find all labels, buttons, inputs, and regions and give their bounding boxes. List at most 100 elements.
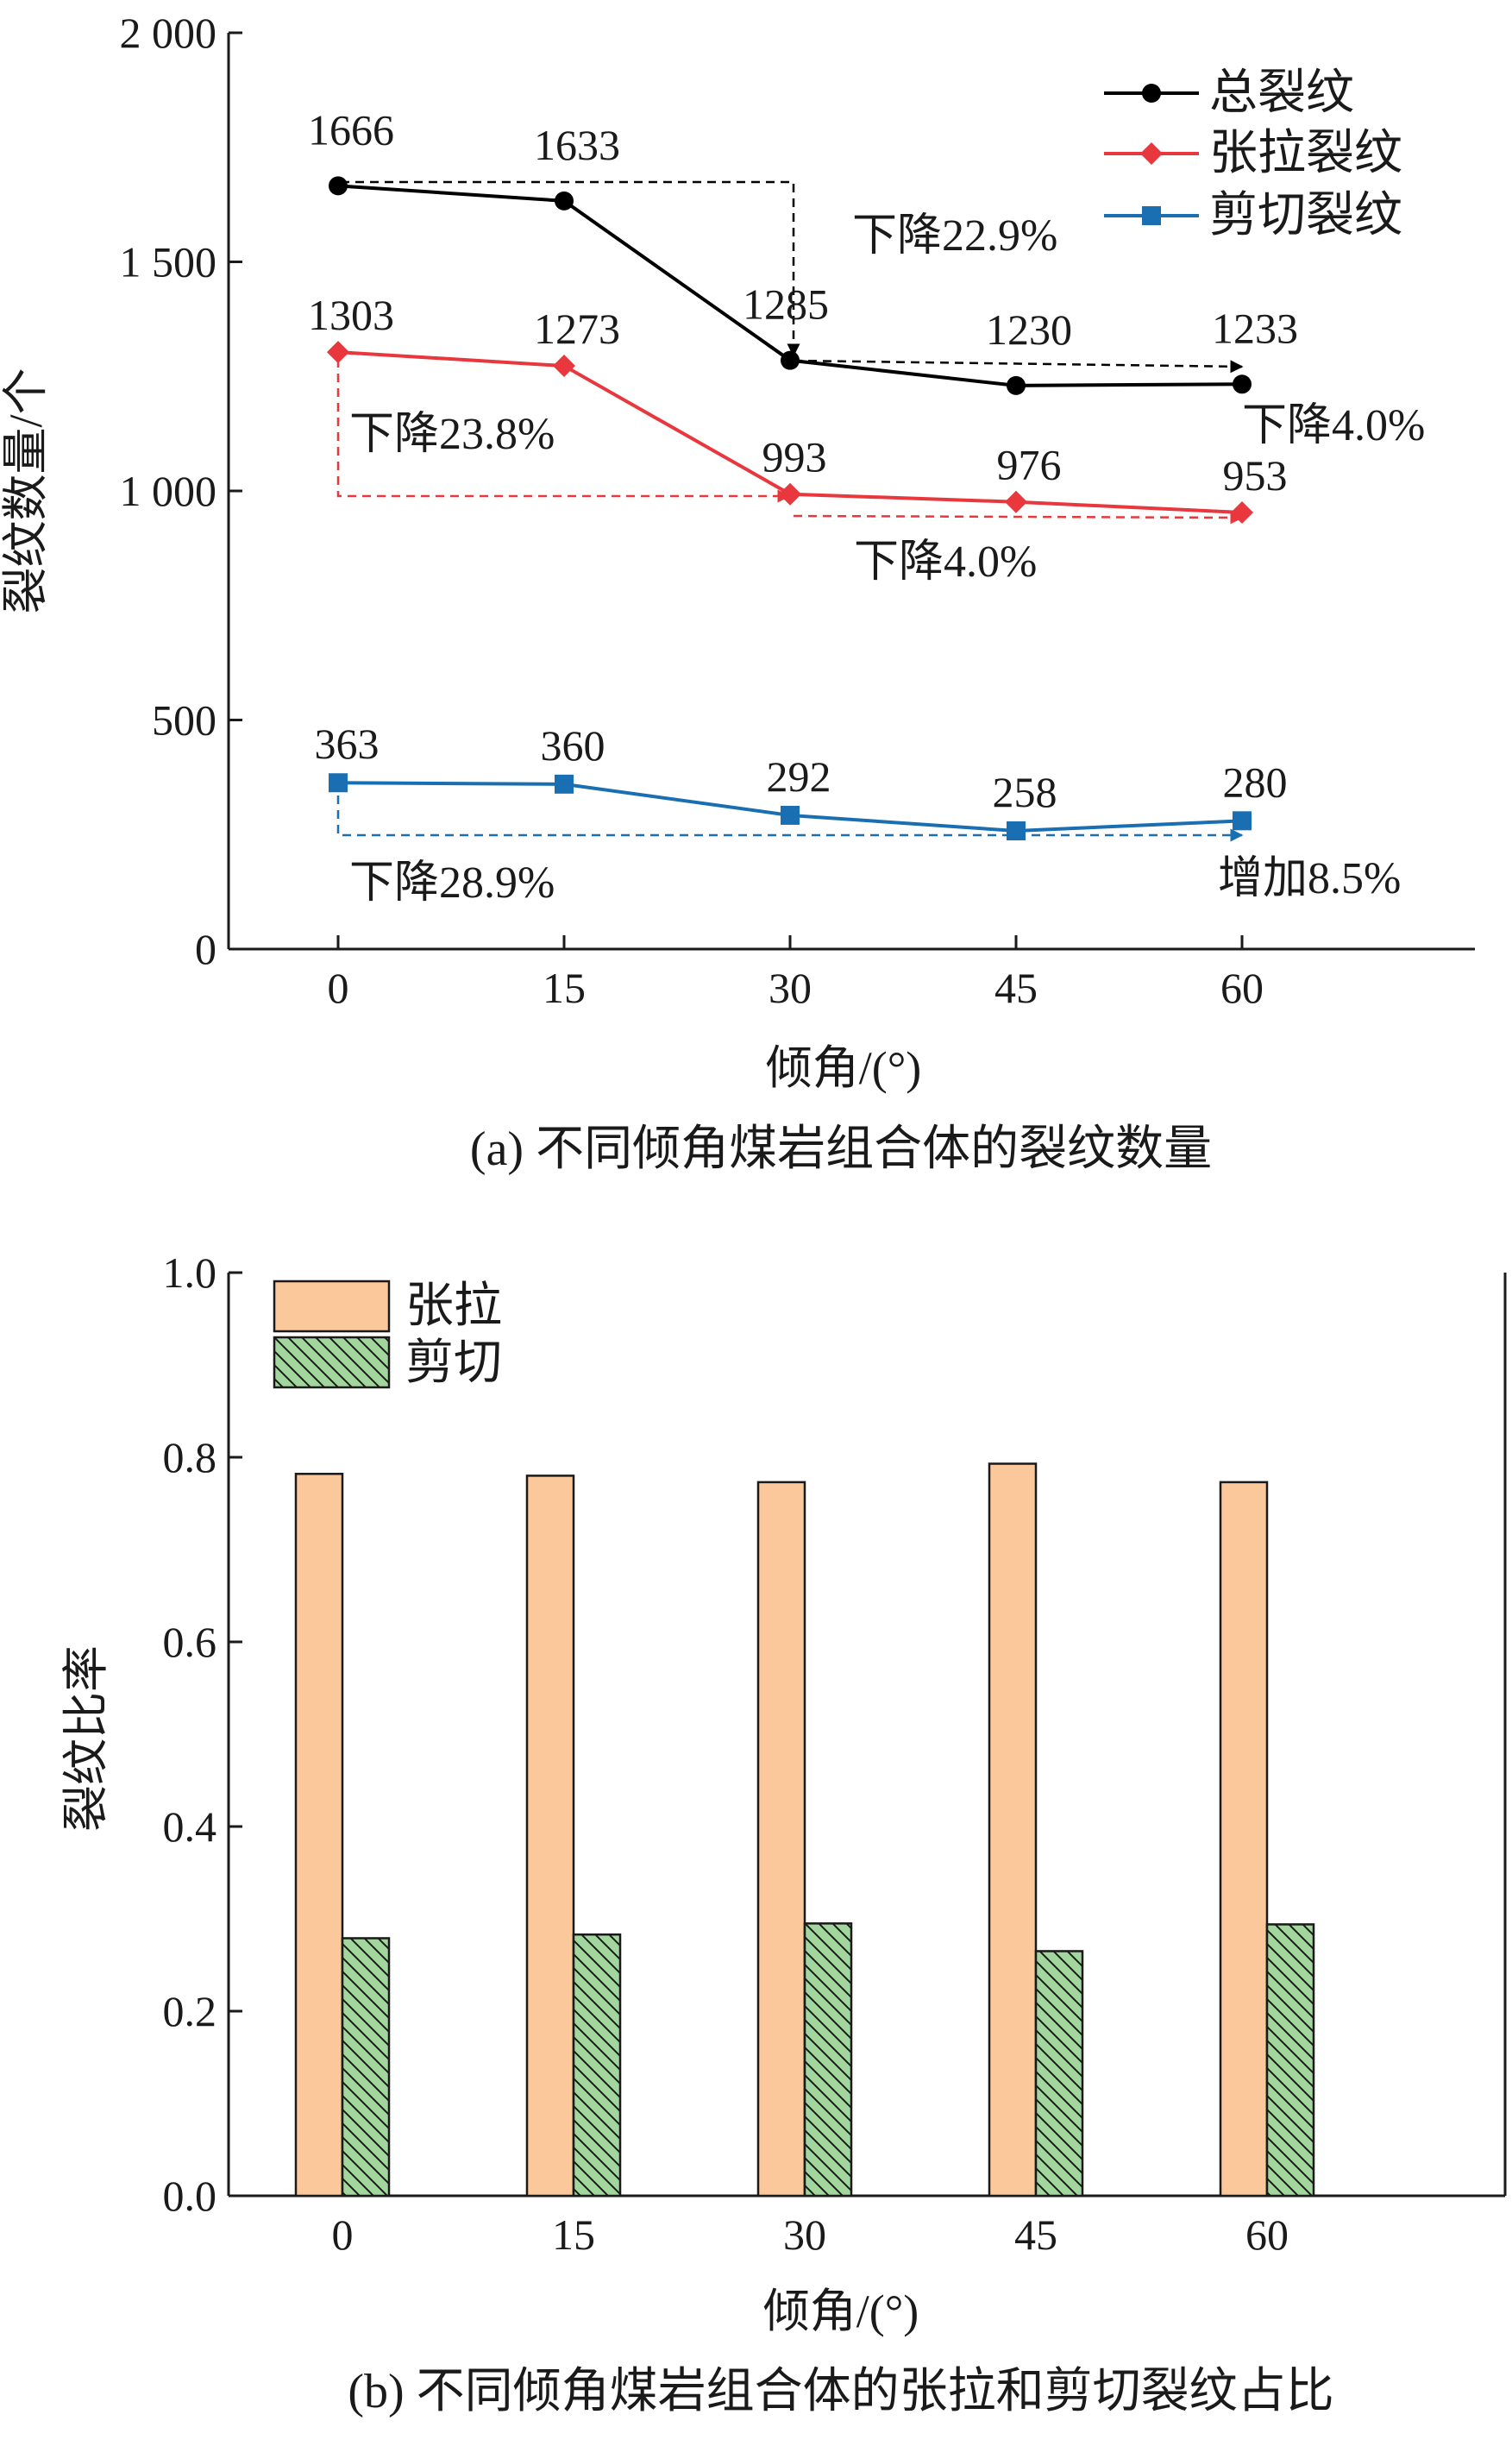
panel-b: 0.0 0.2 0.4 0.6 0.8 1.0 0 15 30 45 60 裂纹比率 倾角/(°)… <box>60 1248 1507 2418</box>
y-tick-label: 0.8 <box>163 1433 217 1481</box>
panel-b-bars <box>294 1462 1315 2198</box>
data-label: 993 <box>762 433 827 481</box>
annotation-shear-rise: 增加8.5% <box>1218 854 1401 903</box>
arrow-tensile-0-30 <box>336 359 791 503</box>
x-tick-label: 45 <box>994 964 1038 1012</box>
panel-a-annotations: 下降22.9% 下降4.0% 下降23.8% 下降4.0% 下降28.9% 增加… <box>349 211 1425 908</box>
y-tick-label: 0.2 <box>163 1987 217 2035</box>
legend-marker-circle <box>1142 84 1161 103</box>
panel-a-series <box>327 176 1253 841</box>
data-label: 1233 <box>1212 304 1298 352</box>
data-point <box>329 176 348 196</box>
data-label: 258 <box>993 768 1057 816</box>
data-point <box>1007 375 1026 395</box>
x-tick-label: 30 <box>769 964 812 1012</box>
y-tick-label: 1 000 <box>120 467 217 515</box>
legend-item-tensile: 张拉裂纹 <box>1104 127 1402 180</box>
panel-a-x-axis-label: 倾角/(°) <box>766 1042 922 1094</box>
annotation-total-drop-2: 下降4.0% <box>1242 401 1425 450</box>
legend-swatch-tensile <box>273 1280 391 1333</box>
data-label: 1230 <box>986 305 1072 354</box>
panel-b-y-ticks: 0.0 0.2 0.4 0.6 0.8 1.0 <box>163 1248 242 2220</box>
annotation-shear-drop: 下降28.9% <box>349 858 555 908</box>
x-tick-label: 0 <box>332 2210 354 2259</box>
legend-label-shear: 剪切裂纹 <box>1209 189 1402 242</box>
arrow-total-0-30 <box>341 180 800 357</box>
panel-b-y-axis-label: 裂纹比率 <box>60 1645 112 1832</box>
panel-a-y-axis-label: 裂纹数量/个 <box>0 368 52 613</box>
panel-a-data-labels: 1666 1633 1285 1230 1233 1303 1273 993 976 953 363… <box>308 105 1298 816</box>
x-tick-label: 60 <box>1220 964 1264 1012</box>
panel-a: 0 500 1 000 1 500 2 000 0 15 30 45 60 裂纹数量/个 倾角/… <box>0 9 1475 1176</box>
panel-a-caption: (a) 不同倾角煤岩组合体的裂纹数量 <box>470 1122 1212 1176</box>
annotation-total-drop-1: 下降22.9% <box>852 211 1057 261</box>
panel-a-x-ticks: 0 15 30 45 60 <box>328 935 1264 1012</box>
bar-tensile <box>294 1473 344 2198</box>
series-0 <box>329 176 1252 395</box>
legend-item-shear: 剪切裂纹 <box>1104 189 1402 242</box>
data-point <box>781 805 800 825</box>
data-label: 280 <box>1223 758 1288 806</box>
legend-label-shear-bar: 剪切 <box>405 1336 502 1390</box>
data-label: 1666 <box>308 105 394 154</box>
bar-shear <box>1265 1923 1315 2198</box>
x-tick-label: 30 <box>783 2210 826 2259</box>
data-label: 976 <box>997 441 1062 489</box>
bar-tensile <box>756 1481 806 2198</box>
y-tick-label: 1.0 <box>163 1248 217 1297</box>
data-point <box>329 773 348 793</box>
legend-item-tensile-bar: 张拉 <box>273 1280 502 1333</box>
y-tick-label: 0.0 <box>163 2172 217 2220</box>
bar-shear <box>1034 1950 1084 2198</box>
y-tick-label: 2 000 <box>120 9 217 57</box>
arrow-tensile-30-60 <box>793 511 1244 525</box>
data-label: 292 <box>767 752 831 801</box>
legend-label-tensile-bar: 张拉 <box>405 1280 502 1333</box>
data-point <box>553 355 575 378</box>
y-tick-label: 500 <box>152 696 216 745</box>
panel-a-y-ticks: 0 500 1 000 1 500 2 000 <box>120 9 242 973</box>
y-tick-label: 0 <box>195 925 216 973</box>
x-tick-label: 60 <box>1245 2210 1289 2259</box>
bar-tensile <box>988 1462 1038 2198</box>
bar-shear <box>341 1937 391 2198</box>
data-label: 1633 <box>534 121 620 169</box>
data-label: 953 <box>1223 451 1288 500</box>
data-point <box>555 774 574 794</box>
data-point <box>1233 374 1252 394</box>
data-point <box>1233 811 1252 831</box>
bar-tensile <box>525 1475 575 2198</box>
legend-item-total: 总裂纹 <box>1104 66 1354 120</box>
y-tick-label: 0.4 <box>163 1802 217 1851</box>
panel-b-x-axis-label: 倾角/(°) <box>763 2286 919 2337</box>
data-label: 363 <box>315 720 380 768</box>
panel-a-legend: 总裂纹 张拉裂纹 剪切裂纹 <box>1104 66 1402 242</box>
x-tick-label: 15 <box>543 964 586 1012</box>
data-point <box>327 341 349 364</box>
data-point <box>555 191 574 211</box>
series-1 <box>327 341 1253 524</box>
bar-tensile <box>1219 1481 1269 2198</box>
y-tick-label: 1 500 <box>120 238 217 286</box>
legend-label-tensile: 张拉裂纹 <box>1209 127 1402 180</box>
legend-item-shear-bar: 剪切 <box>273 1336 502 1390</box>
data-label: 360 <box>541 721 605 770</box>
data-label: 1273 <box>534 305 620 353</box>
legend-marker-diamond <box>1140 142 1163 165</box>
panel-b-legend: 张拉 剪切 <box>273 1280 502 1390</box>
x-tick-label: 0 <box>328 964 349 1012</box>
legend-swatch-shear <box>273 1336 391 1389</box>
x-tick-label: 15 <box>552 2210 595 2259</box>
panel-a-annotation-arrows <box>336 180 1244 842</box>
data-point <box>779 482 801 506</box>
annotation-tensile-drop-2: 下降4.0% <box>854 538 1037 587</box>
panel-b-caption: (b) 不同倾角煤岩组合体的张拉和剪切裂纹占比 <box>348 2365 1333 2418</box>
data-label: 1303 <box>308 291 394 339</box>
data-point <box>1231 500 1253 524</box>
legend-marker-square <box>1142 206 1161 225</box>
data-point <box>781 350 800 370</box>
data-label: 1285 <box>743 280 829 329</box>
data-point <box>1005 490 1027 513</box>
x-tick-label: 45 <box>1014 2210 1057 2259</box>
